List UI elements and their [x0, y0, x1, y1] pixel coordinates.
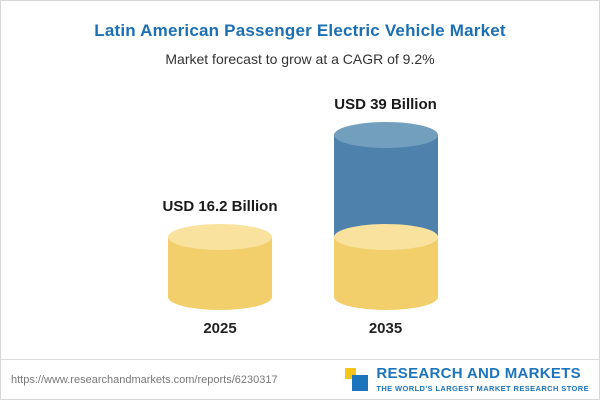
source-url: https://www.researchandmarkets.com/repor… [11, 373, 278, 386]
logo-text: RESEARCH AND MARKETS THE WORLD'S LARGEST… [376, 366, 589, 393]
bar-2035-base-segment [333, 224, 438, 310]
bar-2035-growth-segment [333, 121, 438, 238]
value-label-2035: USD 39 Billion [334, 95, 437, 113]
page-subtitle: Market forecast to grow at a CAGR of 9.2… [165, 51, 435, 67]
footer: https://www.researchandmarkets.com/repor… [1, 359, 599, 399]
bar-chart: USD 16.2 Billion 2025 USD 39 Billion 203… [1, 96, 599, 337]
bar-2025-cylinder [168, 224, 272, 310]
bar-2035-base-cap [333, 224, 438, 251]
category-label-2025: 2025 [203, 320, 237, 337]
bar-group-2025: USD 16.2 Billion 2025 [162, 198, 277, 337]
brand-name: RESEARCH AND MARKETS [376, 365, 581, 383]
page-title: Latin American Passenger Electric Vehicl… [94, 21, 506, 40]
value-label-2025: USD 16.2 Billion [162, 198, 278, 216]
bar-2035-cap [333, 121, 438, 148]
category-label-2035: 2035 [368, 320, 403, 337]
bar-2025-cap [168, 224, 272, 251]
logo-squares-icon [345, 367, 369, 393]
logo-blue-square [352, 374, 369, 391]
brand-tagline: THE WORLD'S LARGEST MARKET RESEARCH STOR… [376, 383, 589, 393]
header: Latin American Passenger Electric Vehicl… [1, 1, 599, 67]
bar-2035-stack [333, 121, 438, 310]
logo-yellow-square [345, 367, 357, 379]
research-and-markets-logo: RESEARCH AND MARKETS THE WORLD'S LARGEST… [345, 366, 589, 393]
bar-group-2035: USD 39 Billion 2035 [333, 95, 438, 337]
